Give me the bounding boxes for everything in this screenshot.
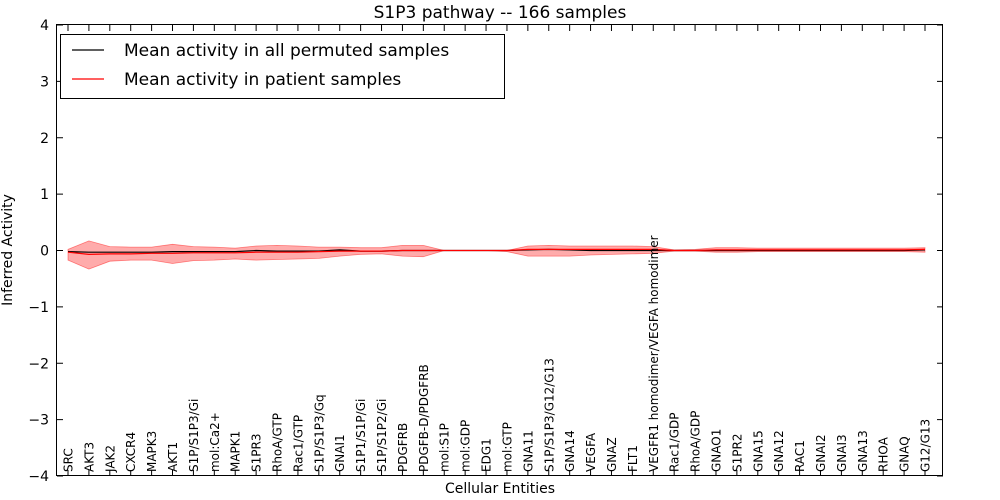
y-tick-label: −4: [28, 469, 49, 485]
x-tick-label: S1PR2: [730, 434, 744, 472]
y-tick-label: 2: [40, 131, 49, 147]
x-tick-label: MAPK1: [229, 431, 243, 472]
x-tick-label: Rac1/GDP: [668, 413, 682, 472]
x-tick-label: VEGFA: [584, 432, 598, 472]
x-tick-label: Rac1/GTP: [291, 415, 305, 472]
y-axis-label: Inferred Activity: [0, 194, 16, 306]
legend-label-permuted: Mean activity in all permuted samples: [124, 41, 449, 61]
x-tick-label: PDGFRB: [396, 423, 410, 472]
x-tick-label: VEGFR1 homodimer/VEGFA homodimer: [647, 235, 661, 472]
x-tick-label: PDGFB-D/PDGFRB: [417, 364, 431, 472]
legend: Mean activity in all permuted samples Me…: [60, 34, 505, 99]
x-tick-label: GNAO1: [709, 429, 723, 472]
x-tick-label: S1P/S1P3/G12/G13: [542, 358, 556, 472]
x-tick-label: S1PR3: [250, 434, 264, 472]
x-tick-label: S1P/S1P2/Gi: [375, 399, 389, 472]
x-tick-label: GNAI3: [835, 434, 849, 472]
x-tick-label: RAC1: [793, 440, 807, 472]
x-tick-label: JAK2: [103, 445, 117, 473]
x-axis-label: Cellular Entities: [445, 481, 555, 497]
x-tick-label: AKT3: [82, 442, 96, 472]
patient-range-band: [67, 240, 926, 270]
x-tick-label: mol:Ca2+: [208, 412, 222, 472]
y-tick-label: 0: [40, 244, 49, 260]
x-tick-label: MAPK3: [145, 431, 159, 472]
x-tick-label: RhoA/GTP: [271, 413, 285, 472]
y-tick-label: −2: [28, 356, 49, 372]
x-tick-label: AKT1: [166, 442, 180, 472]
x-tick-label: GNAQ: [898, 436, 912, 472]
x-tick-label: S1P/S1P3/Gq: [312, 394, 326, 472]
x-tick-label: mol:GTP: [500, 422, 514, 472]
x-tick-label: S1P1/S1P/Gi: [354, 399, 368, 472]
x-tick-label: GNA13: [856, 430, 870, 472]
series-line-patient: [67, 248, 926, 256]
y-tick-label: −1: [28, 300, 49, 316]
axis-ticks: 4 3 2 1 0 −1 −2 −3 −4 SRC AKT3 JAK2 CXCR4 MAPK3 AKT1 S1…: [28, 18, 943, 485]
y-tick-label: 1: [40, 187, 49, 203]
x-tick-label: mol:GDP: [459, 420, 473, 472]
x-tick-label: FLT1: [626, 445, 640, 472]
y-tick-label: 4: [40, 18, 49, 34]
x-tick-label: EDG1: [480, 438, 494, 472]
x-tick-label: mol:S1P: [438, 423, 452, 472]
x-tick-label: RHOA: [877, 436, 891, 472]
x-tick-label: CXCR4: [124, 432, 138, 472]
x-tick-label: GNA15: [751, 430, 765, 472]
legend-label-patient: Mean activity in patient samples: [124, 70, 401, 90]
legend-frame: [60, 34, 505, 99]
x-tick-label: S1P/S1P3/Gi: [187, 399, 201, 472]
y-tick-label: −3: [28, 413, 49, 429]
x-tick-label: GNAI1: [333, 434, 347, 472]
chart-title: S1P3 pathway -- 166 samples: [374, 3, 627, 23]
y-tick-label: 3: [40, 74, 49, 90]
x-tick-label: GNA12: [772, 430, 786, 472]
x-tick-label: RhoA/GDP: [689, 411, 703, 472]
plot-area: [67, 240, 926, 270]
x-tick-label: G12/G13: [919, 419, 933, 472]
x-tick-label: GNAI2: [814, 434, 828, 472]
x-tick-label: GNA11: [521, 430, 535, 472]
x-tick-label: SRC: [62, 448, 76, 472]
x-tick-label: GNAZ: [605, 437, 619, 472]
x-tick-label: GNA14: [563, 430, 577, 472]
